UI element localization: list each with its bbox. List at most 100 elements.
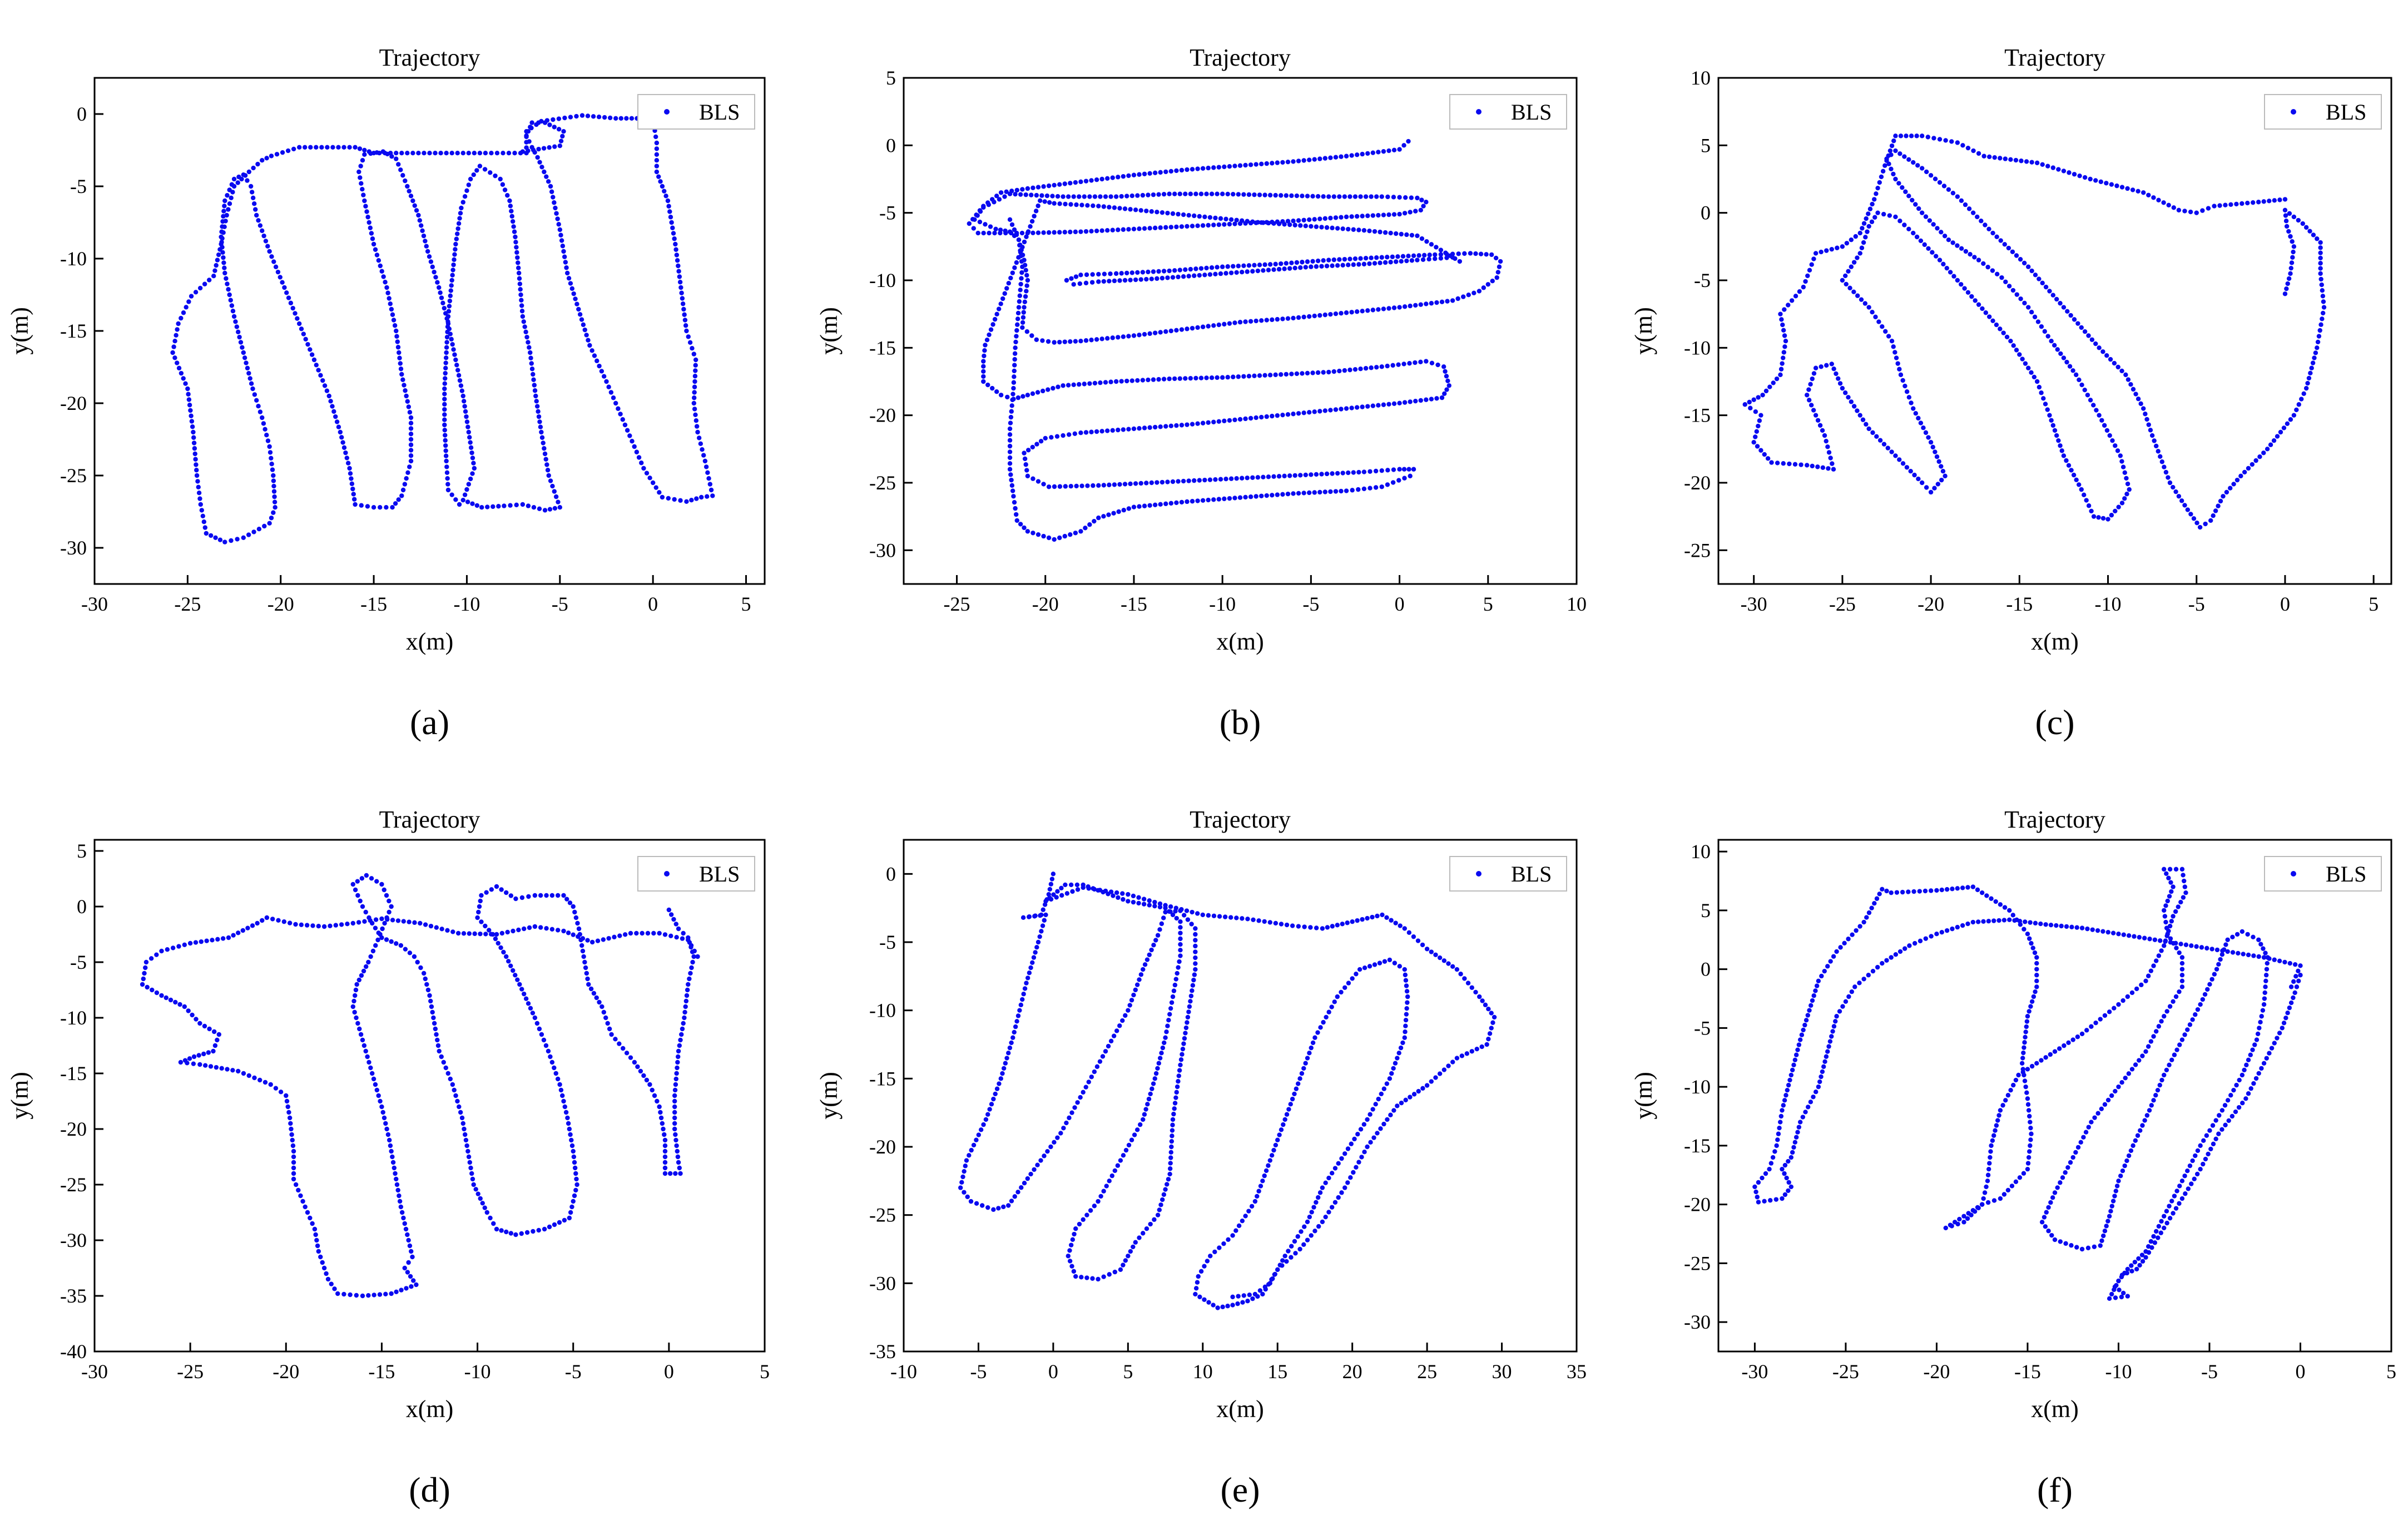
- data-point: [374, 879, 379, 884]
- data-point: [1209, 191, 1215, 196]
- data-point: [439, 1054, 444, 1059]
- data-point: [2074, 1245, 2079, 1250]
- data-point: [2001, 918, 2007, 923]
- data-point: [1404, 258, 1409, 264]
- data-point: [392, 323, 398, 328]
- data-point: [383, 1291, 388, 1296]
- data-point: [452, 252, 457, 257]
- data-point: [458, 1110, 463, 1115]
- data-point: [2234, 932, 2240, 937]
- data-point: [2122, 1163, 2127, 1169]
- data-point: [2026, 264, 2031, 269]
- data-point: [1094, 1064, 1100, 1070]
- data-point: [1280, 1258, 1285, 1263]
- data-point: [1346, 263, 1351, 268]
- legend-marker: [2291, 109, 2296, 115]
- data-point: [2166, 928, 2171, 934]
- data-point: [193, 457, 198, 462]
- data-point: [1071, 1269, 1077, 1274]
- data-point: [2113, 508, 2118, 514]
- data-point: [1046, 892, 1052, 897]
- data-point: [1173, 1095, 1178, 1100]
- data-point: [987, 332, 992, 338]
- data-point: [1983, 310, 1989, 315]
- data-point: [1170, 1128, 1175, 1133]
- data-point: [1420, 257, 1426, 262]
- data-point: [2136, 1256, 2141, 1261]
- data-point: [566, 1121, 571, 1126]
- data-point: [2318, 266, 2323, 271]
- data-point: [1211, 913, 1217, 918]
- data-point: [385, 917, 390, 922]
- data-point: [1378, 229, 1383, 235]
- data-point: [2042, 1215, 2047, 1220]
- data-point: [662, 932, 668, 937]
- data-point: [444, 464, 449, 469]
- data-point: [2179, 973, 2185, 978]
- data-point: [1893, 952, 1899, 957]
- data-point: [678, 285, 683, 290]
- data-point: [1069, 1110, 1074, 1115]
- data-point: [2261, 1002, 2267, 1007]
- data-point: [1397, 964, 1403, 969]
- data-point: [557, 1082, 562, 1087]
- data-point: [2239, 929, 2245, 934]
- data-point: [2014, 292, 2019, 297]
- data-point: [2290, 239, 2295, 244]
- data-point: [1906, 889, 1911, 894]
- data-point: [1094, 177, 1099, 182]
- data-point: [2321, 299, 2326, 304]
- data-point: [987, 230, 992, 236]
- data-point: [320, 1260, 325, 1265]
- data-point: [2258, 942, 2263, 947]
- data-point: [1009, 409, 1014, 414]
- data-point: [2034, 967, 2039, 972]
- data-point: [2086, 1125, 2091, 1130]
- data-point: [524, 1230, 530, 1235]
- data-point: [1128, 481, 1133, 487]
- data-point: [1287, 266, 1292, 271]
- data-point: [2130, 1143, 2136, 1148]
- data-point: [1285, 491, 1291, 497]
- data-point: [2018, 296, 2023, 301]
- data-point: [196, 1053, 201, 1058]
- data-point: [2293, 974, 2298, 979]
- data-point: [2147, 937, 2152, 942]
- data-point: [325, 145, 330, 150]
- x-tick-label: 30: [1492, 1360, 1512, 1383]
- data-point: [546, 179, 551, 184]
- data-point: [1179, 907, 1184, 912]
- data-point: [1904, 465, 1910, 470]
- data-point: [1963, 202, 1968, 207]
- data-point: [506, 959, 511, 964]
- data-point: [1347, 367, 1352, 373]
- data-point: [2308, 370, 2313, 376]
- data-point: [657, 1104, 662, 1110]
- data-point: [193, 940, 199, 945]
- data-point: [1439, 299, 1445, 305]
- data-point: [233, 319, 238, 324]
- data-point: [444, 345, 449, 350]
- data-point: [1098, 380, 1103, 385]
- data-point: [1035, 479, 1041, 484]
- data-point: [1129, 998, 1134, 1003]
- data-point: [1270, 413, 1275, 419]
- data-point: [1232, 164, 1237, 169]
- data-point: [609, 1032, 614, 1037]
- data-point: [1418, 359, 1423, 365]
- data-point: [1352, 194, 1358, 199]
- data-point: [967, 1153, 972, 1158]
- data-point: [2234, 477, 2240, 483]
- data-point: [2177, 1042, 2182, 1047]
- data-point: [1985, 1172, 1991, 1177]
- data-point: [2169, 889, 2174, 894]
- data-point: [1096, 279, 1101, 284]
- data-point: [455, 368, 460, 373]
- legend-marker: [2291, 871, 2296, 877]
- data-point: [2244, 1062, 2249, 1068]
- data-point: [2137, 1262, 2142, 1268]
- data-point: [1069, 276, 1074, 281]
- data-point: [981, 379, 986, 384]
- data-point: [524, 129, 529, 134]
- data-point: [363, 964, 369, 969]
